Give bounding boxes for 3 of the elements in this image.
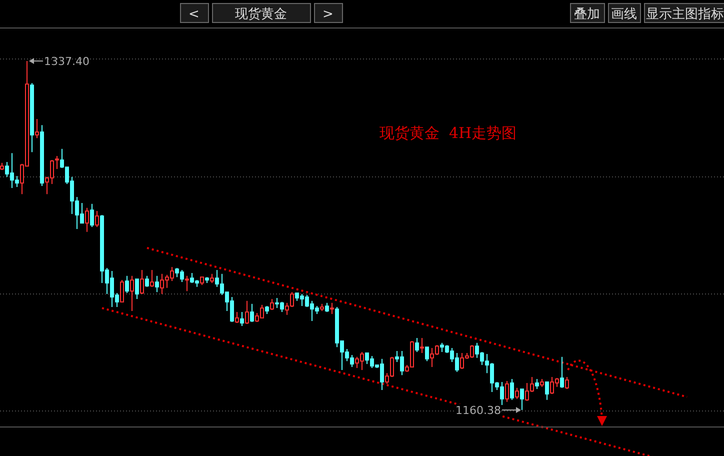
title: 现货黄金 4H走势图	[379, 124, 517, 142]
annotation: 1337.40	[44, 55, 90, 68]
annotation: 1160.38	[456, 404, 501, 417]
